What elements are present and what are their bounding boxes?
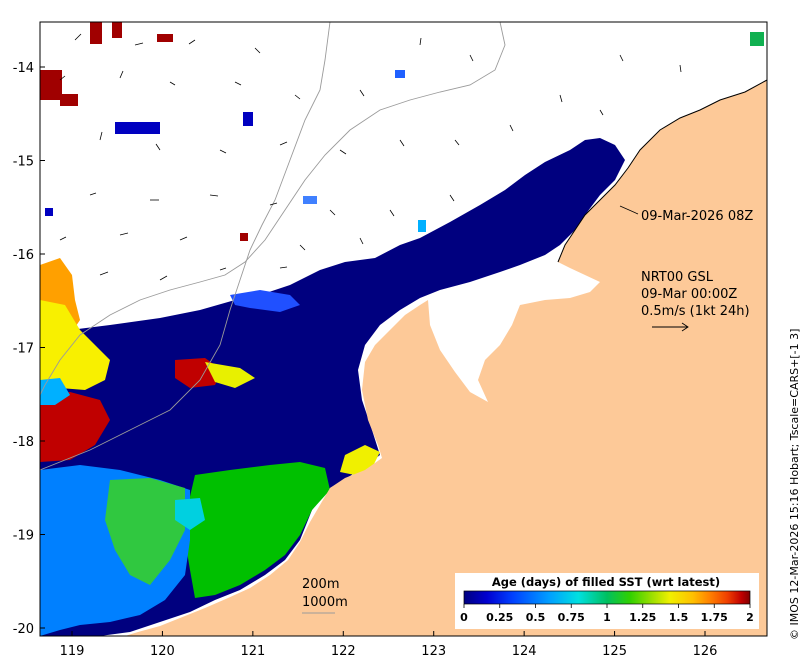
current-legend-scale: 0.5m/s (1kt 24h)	[641, 304, 750, 319]
colorbar-tick-label: 1.75	[701, 611, 728, 624]
x-axis: 119 120 121 122 123 124 125 126	[60, 631, 718, 659]
sst-field-western-yellow	[40, 300, 110, 390]
sst-pixel-cluster	[750, 32, 764, 46]
australian-landmass	[125, 80, 767, 636]
sst-pixel-cluster	[115, 122, 160, 134]
current-legend-time: 09-Mar 00:00Z	[641, 287, 737, 302]
colorbar-gradient	[463, 590, 751, 605]
x-tick-label: 119	[60, 644, 85, 659]
sst-field-northern-blue	[230, 290, 300, 312]
y-tick-label: -17	[13, 342, 34, 357]
y-axis: -14 -15 -16 -17 -18 -19 -20	[13, 61, 45, 637]
x-tick-label: 122	[331, 644, 356, 659]
current-legend: NRT00 GSL 09-Mar 00:00Z 0.5m/s (1kt 24h)	[641, 270, 750, 319]
colorbar-ticks: 0 0.25 0.5 0.75 1 1.25 1.5 1.75 2	[460, 604, 754, 624]
sst-field-aged-1day	[185, 462, 330, 598]
colorbar-tick-label: 0.5	[526, 611, 546, 624]
sst-pixel-cluster	[112, 22, 122, 38]
isobath-200m-label: 200m	[302, 577, 339, 592]
sst-pixel-cluster	[303, 196, 317, 204]
y-tick-label: -14	[13, 61, 34, 76]
isobath-1000m	[40, 22, 506, 396]
current-legend-model: NRT00 GSL	[641, 270, 714, 285]
sst-field-mixed-green	[105, 478, 185, 585]
sst-field-western-cyan	[40, 378, 70, 405]
sst-field-cyan-patch	[175, 498, 205, 530]
coastline-north	[557, 79, 767, 263]
y-tick-label: -19	[13, 529, 34, 544]
colorbar-tick-label: 1.5	[669, 611, 689, 624]
map-frame	[39, 21, 768, 637]
sst-field-central-yellow	[205, 362, 255, 388]
sst-pixel-cluster	[90, 22, 102, 44]
isobath-200m	[40, 22, 331, 471]
credit-text: © IMOS 12-Mar-2026 15:16 Hobart; Tscale=…	[788, 329, 801, 640]
colorbar-tick-label: 0.25	[486, 611, 513, 624]
y-tick-label: -20	[13, 622, 34, 637]
isobath-1000m-label: 1000m	[302, 595, 348, 610]
colorbar-tick-label: 0.75	[558, 611, 585, 624]
colorbar-tick-label: 1	[603, 611, 611, 624]
current-scale-arrow	[652, 322, 689, 332]
sst-pixel-cluster	[243, 112, 253, 126]
x-tick-label: 125	[602, 644, 627, 659]
y-tick-label: -18	[13, 435, 34, 450]
timestamp-annotation: 09-Mar-2026 08Z	[641, 209, 753, 224]
sst-pixel-cluster	[395, 70, 405, 78]
x-tick-label: 121	[240, 644, 265, 659]
x-tick-label: 120	[150, 644, 175, 659]
sst-pixel-cluster	[45, 208, 53, 216]
x-tick-label: 123	[421, 644, 446, 659]
current-arrows	[59, 33, 682, 281]
x-tick-label: 124	[512, 644, 537, 659]
sst-field-western-old	[40, 392, 110, 462]
y-tick-label: -16	[13, 248, 34, 263]
y-tick-label: -15	[13, 155, 34, 170]
sst-pixel-cluster	[40, 70, 62, 100]
timestamp-pointer	[619, 205, 639, 215]
sst-pixel-cluster	[60, 94, 78, 106]
sst-pixel-cluster	[157, 34, 173, 42]
x-tick-label: 126	[693, 644, 718, 659]
colorbar-tick-label: 1.25	[629, 611, 656, 624]
sst-pixel-cluster	[418, 220, 426, 232]
colorbar-tick-label: 2	[746, 611, 754, 624]
sst-pixel-cluster	[240, 233, 248, 241]
isobath-legend: 200m 1000m	[302, 577, 348, 614]
colorbar-tick-label: 0	[460, 611, 468, 624]
colorbar-title: Age (days) of filled SST (wrt latest)	[492, 575, 720, 589]
